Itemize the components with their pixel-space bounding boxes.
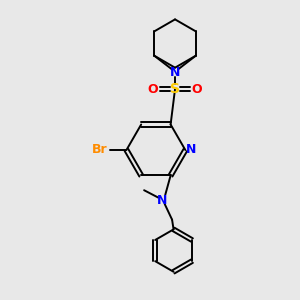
Text: O: O xyxy=(148,83,158,96)
Text: S: S xyxy=(170,82,180,96)
Text: Br: Br xyxy=(92,143,108,157)
Text: O: O xyxy=(192,83,203,96)
Text: N: N xyxy=(185,143,196,157)
Text: N: N xyxy=(170,67,180,80)
Text: N: N xyxy=(157,194,167,207)
